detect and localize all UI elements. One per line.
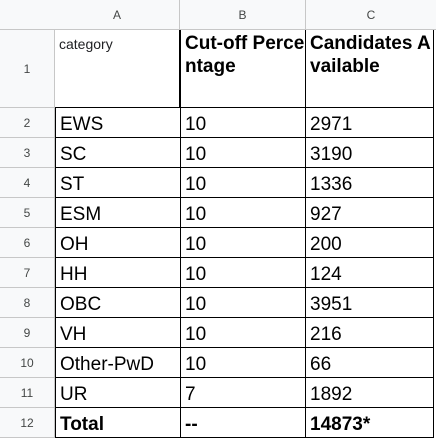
cell-candidates[interactable]: 1336 [306, 168, 434, 198]
cell-cutoff[interactable]: 10 [181, 228, 306, 258]
cell-cutoff[interactable]: 10 [181, 288, 306, 318]
row-header[interactable]: 7 [0, 258, 55, 288]
cell-category[interactable]: EWS [55, 108, 181, 138]
row-header[interactable]: 2 [0, 108, 55, 138]
cell-total-label[interactable]: Total [55, 408, 181, 438]
cell-category[interactable]: ESM [55, 198, 181, 228]
cell-cutoff[interactable]: 10 [181, 318, 306, 348]
cell-category[interactable]: UR [55, 378, 181, 408]
cell-candidates[interactable]: 200 [306, 228, 434, 258]
cell-category[interactable]: HH [55, 258, 181, 288]
cell-cutoff[interactable]: 10 [181, 348, 306, 378]
cell-total-cutoff[interactable]: -- [181, 408, 306, 438]
cell-candidates[interactable]: 1892 [306, 378, 434, 408]
cell-candidates[interactable]: 927 [306, 198, 434, 228]
cell-total-candidates[interactable]: 14873* [306, 408, 434, 438]
row-header[interactable]: 8 [0, 288, 55, 318]
cell-cutoff[interactable]: 10 [181, 168, 306, 198]
cell-cutoff[interactable]: 10 [181, 108, 306, 138]
row-header[interactable]: 10 [0, 348, 55, 378]
column-header-b[interactable]: B [180, 0, 306, 30]
cell-header-candidates[interactable]: Candidates Available [306, 30, 434, 108]
cell-category[interactable]: Other-PwD [55, 348, 181, 378]
cell-cutoff[interactable]: 10 [181, 258, 306, 288]
cell-category[interactable]: OH [55, 228, 181, 258]
row-header[interactable]: 12 [0, 408, 55, 438]
cell-category[interactable]: ST [55, 168, 181, 198]
cell-candidates[interactable]: 66 [306, 348, 434, 378]
column-header-row [0, 0, 436, 30]
cell-cutoff[interactable]: 10 [181, 198, 306, 228]
cell-category[interactable]: OBC [55, 288, 181, 318]
row-header[interactable]: 11 [0, 378, 55, 408]
cell-header-cutoff[interactable]: Cut-off Percentage [180, 30, 306, 108]
column-header-a[interactable]: A [55, 0, 180, 30]
cell-category[interactable]: SC [55, 138, 181, 168]
cell-candidates[interactable]: 3190 [306, 138, 434, 168]
cell-candidates[interactable]: 3951 [306, 288, 434, 318]
cell-candidates[interactable]: 216 [306, 318, 434, 348]
cell-candidates[interactable]: 124 [306, 258, 434, 288]
cell-category[interactable]: VH [55, 318, 181, 348]
row-header[interactable]: 5 [0, 198, 55, 228]
row-header[interactable]: 1 [0, 30, 55, 108]
cell-cutoff[interactable]: 10 [181, 138, 306, 168]
column-header-c[interactable]: C [366, 8, 376, 22]
cell-candidates[interactable]: 2971 [306, 108, 434, 138]
cell-header-category[interactable]: category [55, 30, 180, 108]
cell-cutoff[interactable]: 7 [181, 378, 306, 408]
row-header[interactable]: 9 [0, 318, 55, 348]
row-header[interactable]: 3 [0, 138, 55, 168]
row-header[interactable]: 4 [0, 168, 55, 198]
row-header[interactable]: 6 [0, 228, 55, 258]
